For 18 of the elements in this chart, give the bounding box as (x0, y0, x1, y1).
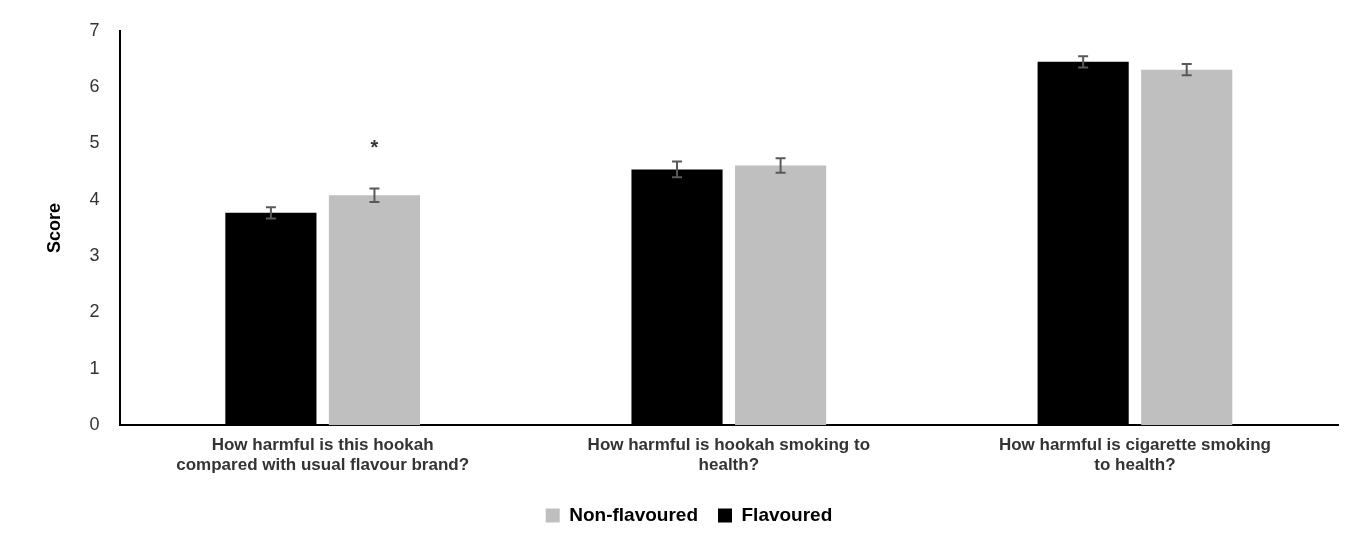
x-tick-label: How harmful is cigarette smoking to health? (998, 435, 1271, 475)
bar (328, 195, 421, 426)
y-tick-label: 3 (89, 245, 100, 266)
y-tick-label: 6 (89, 76, 100, 97)
y-tick-label: 5 (89, 132, 100, 153)
y-tick-label: 1 (89, 357, 100, 378)
y-tick-label: 4 (89, 188, 100, 209)
y-tick-label: 7 (89, 19, 100, 40)
legend-label: Flavoured (741, 503, 833, 525)
y-tick-label: 0 (89, 414, 100, 435)
bar (735, 165, 827, 426)
legend-label: Non-flavoured (569, 503, 698, 525)
x-tick-label: How harmful is hookah smoking to health? (587, 435, 871, 475)
y-axis-title: Score (43, 202, 64, 254)
y-tick-label: 2 (89, 301, 100, 322)
bar (1141, 69, 1233, 426)
x-tick-label: How harmful is this hookah compared with usual flavour brand? (176, 435, 470, 475)
annotation: * (370, 136, 379, 159)
